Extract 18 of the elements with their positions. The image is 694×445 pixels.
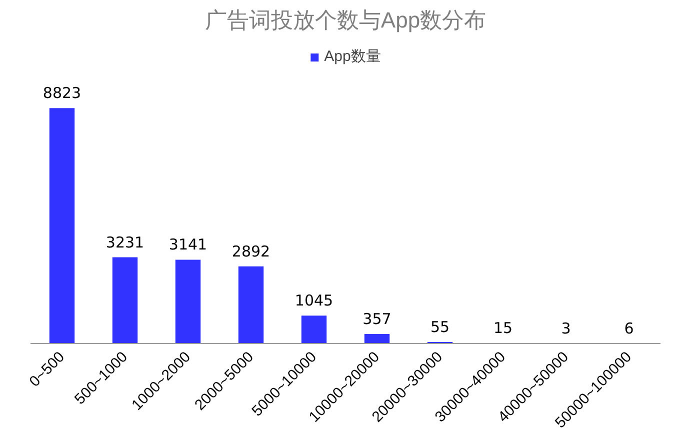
chart-title: 广告词投放个数与App数分布: [204, 8, 486, 32]
data-label: 357: [362, 310, 392, 328]
data-label: 2892: [232, 242, 270, 260]
bar: [112, 257, 138, 344]
data-label: 55: [430, 318, 450, 336]
data-label: 3: [561, 319, 571, 338]
data-label: 8823: [42, 84, 82, 102]
data-label: 3231: [106, 233, 144, 252]
bar: [238, 266, 264, 344]
bar: [175, 260, 201, 344]
data-label: 6: [624, 319, 634, 338]
data-label: 1045: [294, 292, 334, 310]
bar: [301, 316, 327, 344]
bar: [49, 108, 75, 344]
data-label: 15: [493, 319, 513, 338]
data-label: 3141: [168, 236, 208, 254]
legend-label: App数量: [324, 47, 381, 66]
bar: [364, 334, 390, 344]
